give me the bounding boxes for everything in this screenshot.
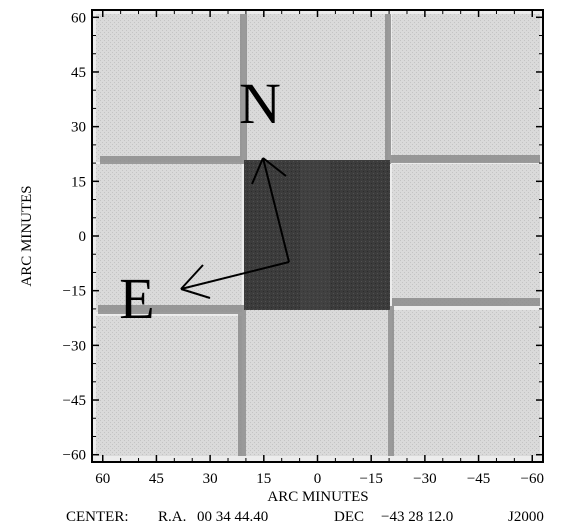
y-tick-label: 60 [71, 10, 86, 26]
tile-mid-right [392, 164, 540, 306]
x-tick-label: 0 [314, 471, 322, 487]
north-label: N [239, 71, 281, 136]
epoch-label: J2000 [508, 509, 544, 525]
ra-value: 00 34 44.40 [197, 509, 268, 525]
compass-arrows [180, 157, 290, 299]
y-tick-label: 0 [79, 229, 87, 245]
tile-center-dark [244, 160, 390, 310]
dec-value: −43 28 12.0 [381, 509, 453, 525]
x-tick-label: −30 [413, 471, 436, 487]
y-tick-label: 15 [71, 174, 86, 190]
x-tick-label: 15 [256, 471, 271, 487]
compass: N E [119, 71, 290, 331]
center-coordinates: CENTER: R.A. 00 34 44.40 DEC −43 28 12.0… [66, 509, 544, 525]
x-tick-label: −45 [467, 471, 490, 487]
ra-label: R.A. [158, 509, 186, 525]
tile-top-right [392, 14, 540, 162]
tile-mid-left [96, 164, 242, 312]
y-tick-label: −15 [63, 284, 86, 300]
east-label: E [119, 266, 154, 331]
x-tick-label: −60 [521, 471, 544, 487]
y-tick-label: −45 [63, 393, 86, 409]
y-axis-ticks: 60 45 30 15 0 −15 −30 −45 −60 [63, 10, 543, 464]
tile-bottom-right [392, 310, 540, 456]
y-tick-label: −60 [63, 448, 86, 464]
x-tick-label: 30 [203, 471, 218, 487]
x-axis-ticks: 60 45 30 15 0 −15 −30 −45 −60 [95, 10, 544, 487]
mosaic-image [92, 10, 543, 462]
tile-bottom-center [246, 310, 388, 456]
dec-label: DEC [334, 509, 364, 525]
x-tick-label: 45 [149, 471, 164, 487]
tile-seams [98, 14, 540, 456]
y-tick-label: 45 [71, 65, 86, 81]
tile-top-left [96, 14, 242, 162]
tile-top-center [246, 14, 388, 160]
center-label: CENTER: [66, 509, 129, 525]
x-tick-label: 60 [95, 471, 110, 487]
tile-bottom-left [96, 316, 242, 456]
x-tick-label: −15 [359, 471, 382, 487]
y-tick-label: 30 [71, 120, 86, 136]
y-axis-label: ARC MINUTES [19, 185, 35, 286]
x-axis-label: ARC MINUTES [267, 489, 368, 505]
y-tick-label: −30 [63, 338, 86, 354]
